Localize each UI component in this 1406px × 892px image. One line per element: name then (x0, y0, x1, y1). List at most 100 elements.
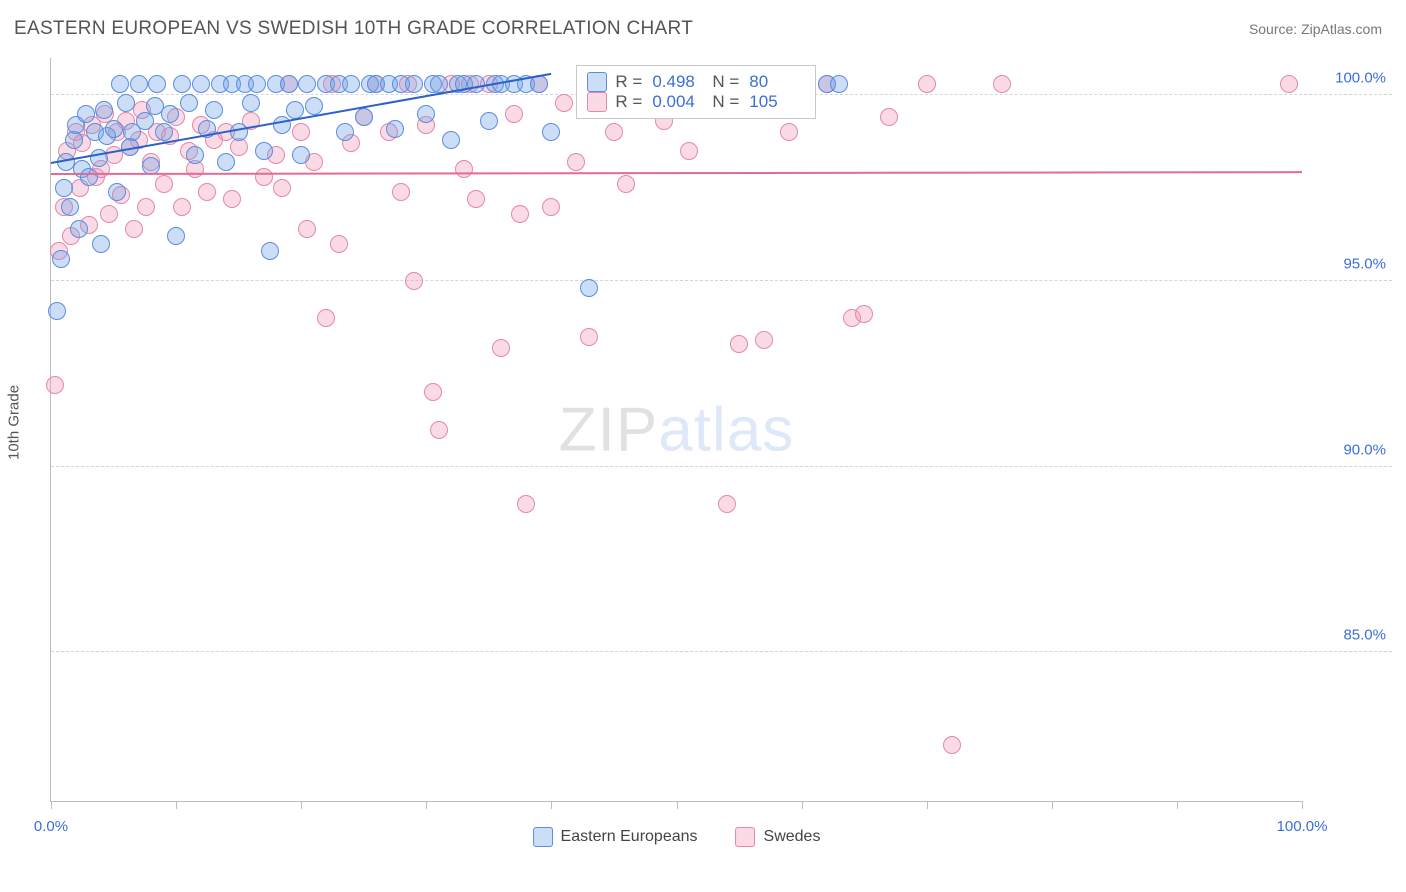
scatter-point-eastern (261, 242, 279, 260)
scatter-point-swedes (105, 146, 123, 164)
scatter-point-eastern (830, 75, 848, 93)
scatter-point-eastern (111, 75, 129, 93)
scatter-point-eastern (542, 123, 560, 141)
legend-r-value: 0.498 (652, 72, 704, 92)
legend-n-label: N = (712, 92, 739, 112)
scatter-point-eastern (95, 101, 113, 119)
scatter-point-swedes (1280, 75, 1298, 93)
scatter-point-swedes (100, 205, 118, 223)
scatter-point-eastern (61, 198, 79, 216)
x-tick-label: 0.0% (34, 818, 68, 835)
scatter-point-eastern (80, 168, 98, 186)
series-label: Eastern Europeans (561, 828, 698, 846)
legend-n-value: 80 (749, 72, 801, 92)
scatter-point-swedes (517, 495, 535, 513)
scatter-point-swedes (125, 220, 143, 238)
scatter-point-eastern (580, 279, 598, 297)
scatter-point-swedes (855, 305, 873, 323)
scatter-point-eastern (167, 227, 185, 245)
scatter-point-eastern (417, 105, 435, 123)
stats-legend-row: R =0.004N =105 (587, 92, 801, 112)
scatter-point-eastern (480, 112, 498, 130)
scatter-point-swedes (880, 108, 898, 126)
legend-r-value: 0.004 (652, 92, 704, 112)
scatter-point-eastern (298, 75, 316, 93)
series-legend-item: Eastern Europeans (533, 827, 698, 847)
scatter-point-swedes (467, 190, 485, 208)
scatter-point-eastern (161, 105, 179, 123)
legend-n-label: N = (712, 72, 739, 92)
scatter-point-swedes (605, 123, 623, 141)
scatter-point-swedes (223, 190, 241, 208)
chart-container: 10th Grade ZIPatlas 85.0%90.0%95.0%100.0… (14, 58, 1392, 862)
gridline (51, 466, 1392, 467)
scatter-point-eastern (92, 235, 110, 253)
x-tick (301, 801, 302, 809)
scatter-point-swedes (730, 335, 748, 353)
scatter-point-swedes (455, 160, 473, 178)
x-tick (51, 801, 52, 809)
x-tick-label: 100.0% (1277, 818, 1328, 835)
scatter-point-eastern (117, 94, 135, 112)
legend-swatch (587, 72, 607, 92)
scatter-point-eastern (248, 75, 266, 93)
scatter-point-swedes (292, 123, 310, 141)
x-tick (927, 801, 928, 809)
scatter-point-eastern (173, 75, 191, 93)
scatter-point-swedes (505, 105, 523, 123)
scatter-point-eastern (280, 75, 298, 93)
scatter-point-swedes (173, 198, 191, 216)
scatter-point-eastern (336, 123, 354, 141)
scatter-point-swedes (198, 183, 216, 201)
scatter-point-eastern (230, 123, 248, 141)
scatter-point-eastern (155, 123, 173, 141)
scatter-point-eastern (108, 183, 126, 201)
scatter-point-swedes (555, 94, 573, 112)
gridline (51, 280, 1392, 281)
scatter-point-swedes (918, 75, 936, 93)
scatter-point-eastern (255, 142, 273, 160)
series-legend-item: Swedes (736, 827, 821, 847)
x-tick (1302, 801, 1303, 809)
scatter-point-eastern (405, 75, 423, 93)
scatter-point-swedes (780, 123, 798, 141)
x-tick (176, 801, 177, 809)
scatter-point-eastern (305, 97, 323, 115)
x-tick (1052, 801, 1053, 809)
legend-swatch (736, 827, 756, 847)
scatter-point-eastern (192, 75, 210, 93)
scatter-point-swedes (273, 179, 291, 197)
scatter-point-swedes (617, 175, 635, 193)
scatter-point-swedes (755, 331, 773, 349)
scatter-point-swedes (405, 272, 423, 290)
scatter-point-swedes (392, 183, 410, 201)
gridline (51, 651, 1392, 652)
scatter-point-eastern (205, 101, 223, 119)
scatter-point-eastern (292, 146, 310, 164)
scatter-point-swedes (317, 309, 335, 327)
y-tick-label: 95.0% (1343, 255, 1386, 272)
y-axis-label: 10th Grade (6, 385, 23, 460)
scatter-point-swedes (424, 383, 442, 401)
scatter-point-eastern (105, 120, 123, 138)
legend-swatch (533, 827, 553, 847)
stats-legend: R =0.498N =80R =0.004N =105 (576, 65, 816, 119)
x-tick (802, 801, 803, 809)
x-tick (677, 801, 678, 809)
scatter-point-swedes (492, 339, 510, 357)
scatter-point-eastern (48, 302, 66, 320)
y-tick-label: 85.0% (1343, 627, 1386, 644)
x-tick (426, 801, 427, 809)
scatter-point-eastern (77, 105, 95, 123)
trend-line-swedes (51, 171, 1302, 175)
scatter-point-swedes (542, 198, 560, 216)
scatter-point-swedes (430, 421, 448, 439)
series-legend: Eastern Europeans Swedes (533, 827, 821, 847)
scatter-point-eastern (217, 153, 235, 171)
scatter-point-swedes (137, 198, 155, 216)
scatter-point-swedes (298, 220, 316, 238)
legend-n-value: 105 (749, 92, 801, 112)
source-attribution: Source: ZipAtlas.com (1249, 21, 1382, 37)
scatter-point-eastern (386, 120, 404, 138)
scatter-point-eastern (186, 146, 204, 164)
